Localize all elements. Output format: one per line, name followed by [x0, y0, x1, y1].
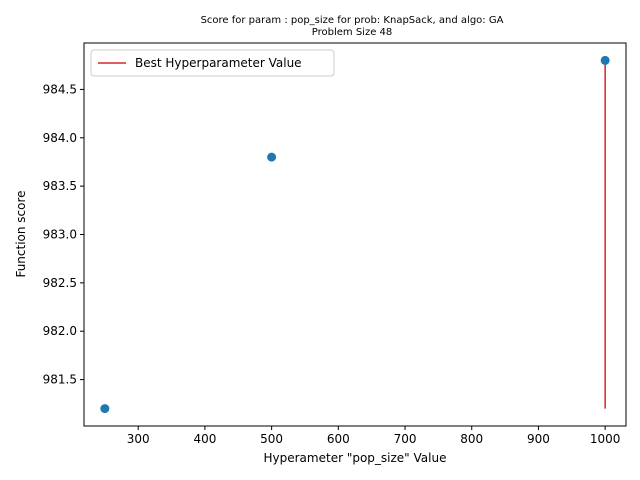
y-tick-label: 983.0 [43, 228, 77, 242]
data-point [600, 55, 610, 65]
y-axis-label: Function score [14, 190, 28, 277]
chart-title-line1: Score for param : pop_size for prob: Kna… [201, 15, 504, 26]
x-tick-label: 900 [527, 432, 550, 446]
x-tick-label: 500 [260, 432, 283, 446]
y-tick-label: 983.5 [43, 179, 77, 193]
plot-area-frame [83, 42, 627, 427]
y-axis-ticks: 981.5 982.0 982.5 983.0 983.5 984.0 984.5 [43, 82, 84, 387]
x-tick-label: 400 [193, 432, 216, 446]
x-axis-ticks: 300 400 500 600 700 800 900 1000 [127, 426, 621, 446]
x-tick-label: 1000 [590, 432, 621, 446]
legend-box [90, 49, 335, 77]
x-tick-label: 600 [327, 432, 350, 446]
y-tick-label: 981.5 [43, 373, 77, 387]
chart-title-line2: Problem Size 48 [312, 27, 393, 38]
x-tick-label: 700 [394, 432, 417, 446]
y-tick-label: 984.5 [43, 82, 77, 96]
x-tick-label: 800 [460, 432, 483, 446]
legend: Best Hyperparameter Value [90, 49, 335, 77]
y-tick-label: 982.0 [43, 324, 77, 338]
scatter-points [100, 55, 610, 414]
data-point [100, 404, 110, 414]
x-axis-label: Hyperameter "pop_size" Value [264, 451, 447, 465]
legend-label: Best Hyperparameter Value [135, 56, 302, 70]
x-tick-label: 300 [127, 432, 150, 446]
data-point [267, 152, 277, 162]
y-tick-label: 982.5 [43, 276, 77, 290]
y-tick-label: 984.0 [43, 131, 77, 145]
